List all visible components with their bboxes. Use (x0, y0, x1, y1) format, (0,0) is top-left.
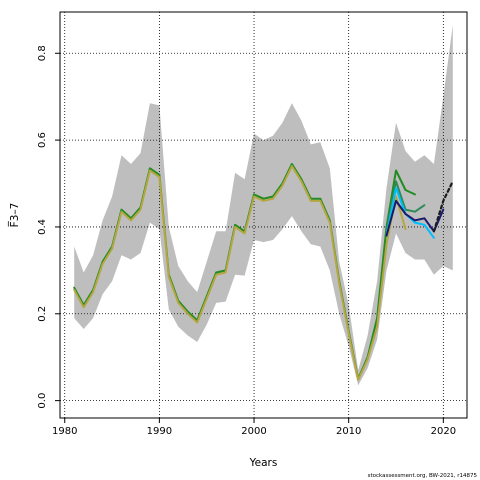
y-axis-label: F̅3–7 (8, 203, 21, 228)
series-line-3 (385, 180, 426, 233)
x-tick-label: 2010 (336, 426, 361, 437)
y-tick-label: 0.4 (37, 219, 48, 235)
x-tick-label: 1980 (52, 426, 77, 437)
confidence-band (74, 25, 453, 386)
plot-frame (59, 11, 468, 419)
y-tick-label: 0.6 (37, 132, 48, 148)
series-line-6 (432, 180, 454, 233)
y-tick-label: 0.2 (37, 306, 48, 322)
series-line-2 (73, 165, 407, 381)
x-tick-label: 2000 (241, 426, 266, 437)
y-tick-label: 0.0 (37, 393, 48, 409)
x-tick-label: 1990 (147, 426, 172, 437)
x-axis-label: Years (249, 457, 278, 469)
x-tick-label: 2020 (431, 426, 456, 437)
credit-text: stockassessment.org, BW-2021, r14875 (368, 473, 478, 479)
y-tick-label: 0.8 (37, 45, 48, 61)
